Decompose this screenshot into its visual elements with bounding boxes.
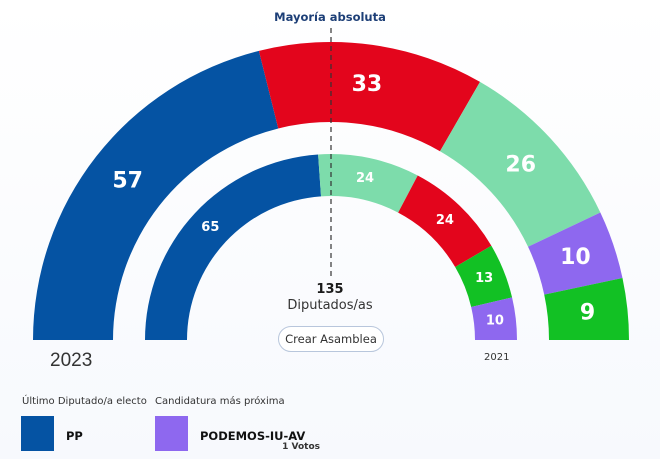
inner-ring-2021: 65 24 24 13 10 [145, 154, 517, 340]
next-candidate-party: PODEMOS-IU-AV [200, 429, 306, 443]
outer-segment-2 [440, 81, 601, 247]
outer-segment-4 [544, 278, 629, 340]
inner-segment-2 [398, 175, 492, 268]
last-elected-swatch [21, 416, 54, 451]
inner-segment-1 [318, 154, 418, 213]
inner-segment-label-3: 13 [475, 271, 493, 286]
seats-unit-label: Diputados/as [287, 298, 373, 313]
outer-year-label: 2023 [50, 350, 93, 371]
next-candidate-title: Candidatura más próxima [155, 396, 285, 407]
inner-segment-3 [455, 245, 513, 308]
create-assembly-button[interactable]: Crear Asamblea [278, 326, 384, 352]
outer-segment-0 [33, 50, 279, 341]
outer-segment-label-2: 26 [505, 153, 536, 178]
outer-segment-label-0: 57 [112, 169, 143, 194]
outer-segment-1 [258, 42, 480, 152]
inner-segment-label-0: 65 [201, 220, 219, 235]
outer-segment-label-1: 33 [352, 72, 383, 97]
next-candidate-swatch [155, 416, 188, 451]
last-elected-title: Último Diputado/a electo [22, 396, 147, 407]
outer-segment-label-3: 10 [560, 245, 591, 270]
inner-year-label: 2021 [484, 352, 510, 363]
next-candidate-votes: 1 Votos [282, 442, 320, 452]
last-elected-party: PP [66, 429, 83, 443]
inner-segment-label-2: 24 [436, 213, 454, 228]
total-seats: 135 [316, 282, 344, 297]
inner-segment-label-1: 24 [356, 171, 374, 186]
outer-ring-2023: 57 33 26 10 9 [33, 42, 629, 341]
inner-segment-0 [145, 154, 322, 340]
outer-segment-label-4: 9 [580, 301, 595, 326]
majority-label: Mayoría absoluta [274, 10, 386, 24]
inner-segment-label-4: 10 [486, 313, 504, 328]
outer-segment-3 [528, 212, 623, 295]
inner-segment-4 [471, 297, 517, 340]
